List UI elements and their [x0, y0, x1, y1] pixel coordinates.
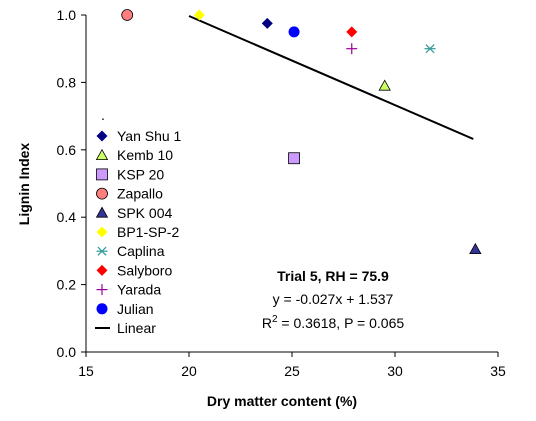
legend-marker: [95, 148, 109, 161]
legend-label: Yarada: [117, 282, 161, 298]
y-tick-label: 0.0: [57, 344, 77, 360]
legend-label: Julian: [117, 301, 154, 317]
x-tick-label: 35: [490, 363, 506, 379]
legend-label: Linear: [117, 320, 156, 336]
legend-label: Caplina: [117, 243, 165, 259]
data-point: [193, 9, 205, 21]
annotation-r2-rest: = 0.3618, P = 0.065: [278, 315, 405, 331]
data-point: [346, 43, 358, 55]
annotation-equation: y = -0.027x + 1.537: [273, 291, 394, 307]
data-point: [288, 26, 300, 38]
data-point: [288, 152, 300, 165]
legend-marker: [96, 187, 108, 200]
annotation-r2-prefix: R: [262, 315, 272, 331]
legend-dot: .: [101, 107, 105, 123]
data-point: [346, 26, 358, 38]
legend-marker: [95, 206, 109, 218]
legend-marker: [96, 130, 108, 142]
legend-label: Yan Shu 1: [117, 128, 182, 144]
legend-label: BP1-SP-2: [117, 224, 179, 240]
legend: . Yan Shu 1 Kemb 10 KSP 20 Zapallo SPK 004 BP1…: [95, 107, 182, 336]
y-tick-label: 0.4: [57, 209, 77, 225]
x-tick-label: 15: [78, 363, 94, 379]
legend-label: Kemb 10: [117, 147, 173, 163]
annotation-r2: R2 = 0.3618, P = 0.065: [262, 314, 405, 331]
legend-label: SPK 004: [117, 205, 172, 221]
legend-marker: [96, 226, 108, 238]
ticks: 15 20 25 30 35 0.0 0.2 0.4 0.6 0.8 1.0: [57, 7, 506, 379]
y-tick-label: 0.2: [57, 277, 77, 293]
legend-marker: [96, 264, 108, 276]
x-tick-label: 30: [387, 363, 403, 379]
legend-label: KSP 20: [117, 166, 164, 182]
data-point: [378, 79, 391, 91]
y-tick-label: 0.6: [57, 142, 77, 158]
trendline-group: [188, 15, 474, 140]
x-tick-label: 25: [284, 363, 300, 379]
y-tick-label: 1.0: [57, 7, 77, 23]
legend-label: Salyboro: [117, 262, 172, 278]
data-point: [469, 242, 482, 255]
x-axis-title: Dry matter content (%): [207, 393, 357, 409]
legend-label: Zapallo: [117, 186, 163, 202]
legend-marker: [96, 168, 108, 181]
annotation-r2-superscript: 2: [272, 314, 278, 325]
y-tick-label: 0.8: [57, 74, 77, 90]
trendline: [188, 15, 474, 140]
y-axis-title: Lignin Index: [16, 143, 32, 226]
data-point: [424, 44, 436, 54]
x-tick-label: 20: [181, 363, 197, 379]
legend-marker: [96, 303, 108, 315]
data-point: [261, 17, 273, 29]
data-point: [121, 9, 134, 21]
legend-marker: [96, 284, 108, 296]
data-points: [121, 9, 482, 255]
legend-marker: [96, 246, 108, 256]
annotation-trial: Trial 5, RH = 75.9: [277, 268, 389, 284]
